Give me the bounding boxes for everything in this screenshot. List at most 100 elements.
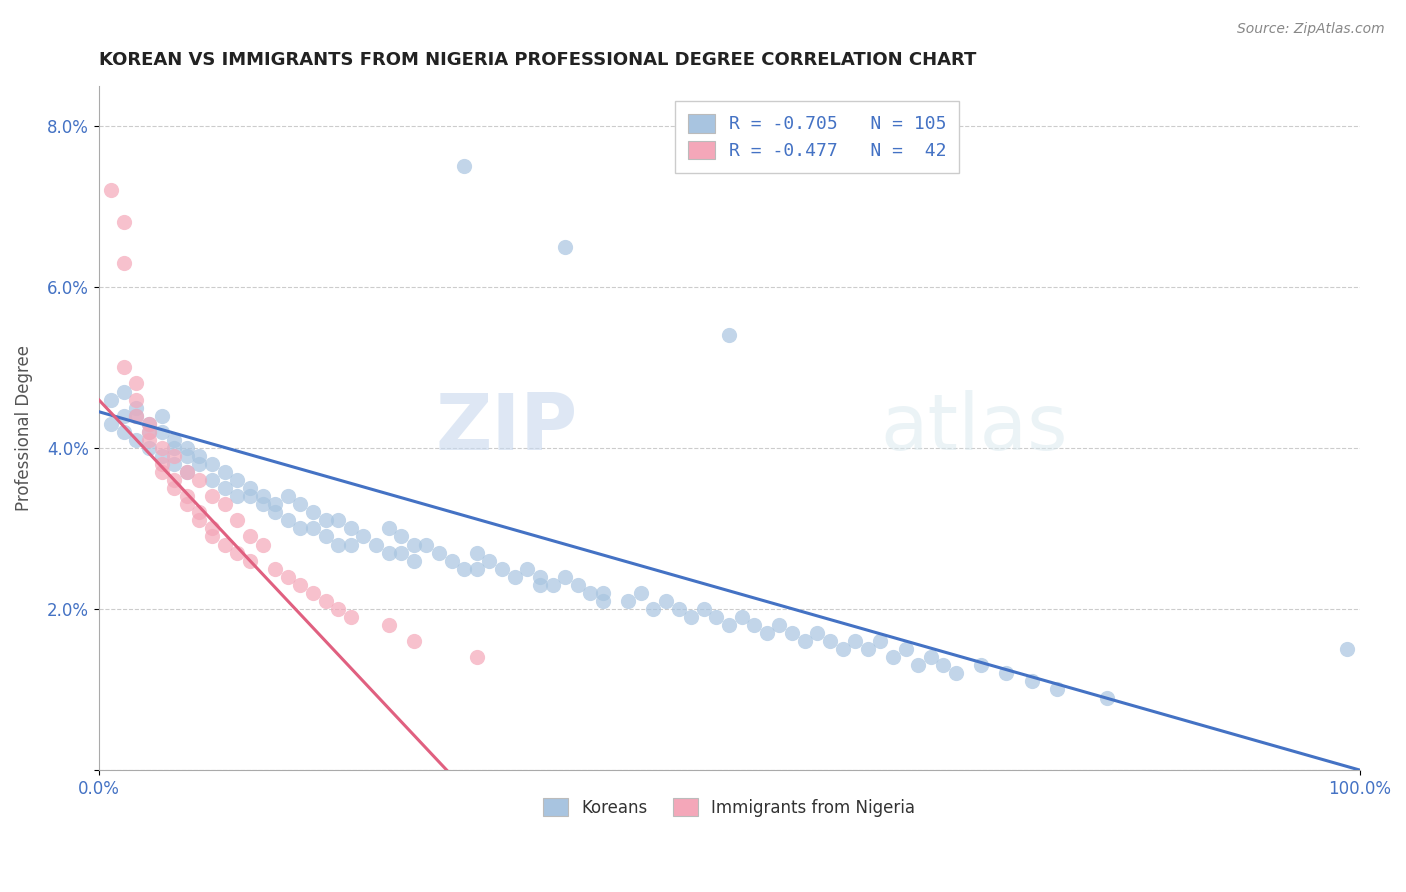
Point — [150, 449, 173, 463]
Point — [125, 376, 148, 391]
Point — [277, 489, 299, 503]
Point — [201, 473, 224, 487]
Point — [125, 401, 148, 415]
Point — [315, 529, 337, 543]
Point — [1046, 682, 1069, 697]
Point — [995, 666, 1018, 681]
Point — [138, 441, 160, 455]
Point — [894, 642, 917, 657]
Point — [907, 658, 929, 673]
Point — [529, 578, 551, 592]
Point — [567, 578, 589, 592]
Point — [742, 618, 765, 632]
Point — [516, 562, 538, 576]
Point — [264, 497, 287, 511]
Text: atlas: atlas — [880, 390, 1069, 466]
Point — [465, 562, 488, 576]
Point — [226, 489, 249, 503]
Point — [163, 433, 186, 447]
Point — [554, 239, 576, 253]
Point — [188, 473, 211, 487]
Point — [554, 570, 576, 584]
Point — [882, 650, 904, 665]
Point — [150, 409, 173, 423]
Point — [793, 634, 815, 648]
Point — [214, 537, 236, 551]
Point — [352, 529, 374, 543]
Point — [239, 529, 262, 543]
Point — [150, 457, 173, 471]
Point — [529, 570, 551, 584]
Point — [970, 658, 993, 673]
Point — [252, 537, 274, 551]
Point — [112, 425, 135, 439]
Point — [806, 626, 828, 640]
Point — [125, 409, 148, 423]
Point — [339, 521, 361, 535]
Point — [100, 392, 122, 407]
Point — [328, 537, 350, 551]
Point — [264, 505, 287, 519]
Point — [163, 473, 186, 487]
Point — [239, 489, 262, 503]
Point — [768, 618, 790, 632]
Point — [427, 545, 450, 559]
Point — [226, 545, 249, 559]
Point — [920, 650, 942, 665]
Point — [503, 570, 526, 584]
Point — [201, 457, 224, 471]
Point — [214, 481, 236, 495]
Point — [415, 537, 437, 551]
Point — [579, 586, 602, 600]
Point — [302, 521, 325, 535]
Point — [1021, 674, 1043, 689]
Point — [112, 409, 135, 423]
Point — [869, 634, 891, 648]
Point — [163, 457, 186, 471]
Point — [176, 465, 198, 479]
Point — [693, 602, 716, 616]
Point — [315, 594, 337, 608]
Point — [302, 586, 325, 600]
Point — [402, 537, 425, 551]
Point — [818, 634, 841, 648]
Point — [252, 489, 274, 503]
Point — [100, 183, 122, 197]
Point — [453, 562, 475, 576]
Point — [389, 529, 412, 543]
Point — [150, 441, 173, 455]
Point — [176, 497, 198, 511]
Point — [277, 570, 299, 584]
Point — [201, 489, 224, 503]
Point — [100, 417, 122, 431]
Point — [112, 384, 135, 399]
Point — [176, 465, 198, 479]
Point — [138, 425, 160, 439]
Point — [945, 666, 967, 681]
Point — [328, 602, 350, 616]
Point — [226, 473, 249, 487]
Point — [150, 425, 173, 439]
Point — [643, 602, 665, 616]
Point — [239, 481, 262, 495]
Point — [214, 497, 236, 511]
Point — [163, 449, 186, 463]
Point — [755, 626, 778, 640]
Point — [718, 328, 741, 343]
Point — [138, 433, 160, 447]
Text: Source: ZipAtlas.com: Source: ZipAtlas.com — [1237, 22, 1385, 37]
Point — [478, 554, 501, 568]
Point — [328, 513, 350, 527]
Point — [440, 554, 463, 568]
Point — [188, 449, 211, 463]
Point — [188, 457, 211, 471]
Point — [201, 529, 224, 543]
Point — [377, 618, 399, 632]
Point — [138, 417, 160, 431]
Point — [125, 409, 148, 423]
Point — [844, 634, 866, 648]
Point — [201, 521, 224, 535]
Point — [125, 433, 148, 447]
Point — [290, 497, 312, 511]
Point — [630, 586, 652, 600]
